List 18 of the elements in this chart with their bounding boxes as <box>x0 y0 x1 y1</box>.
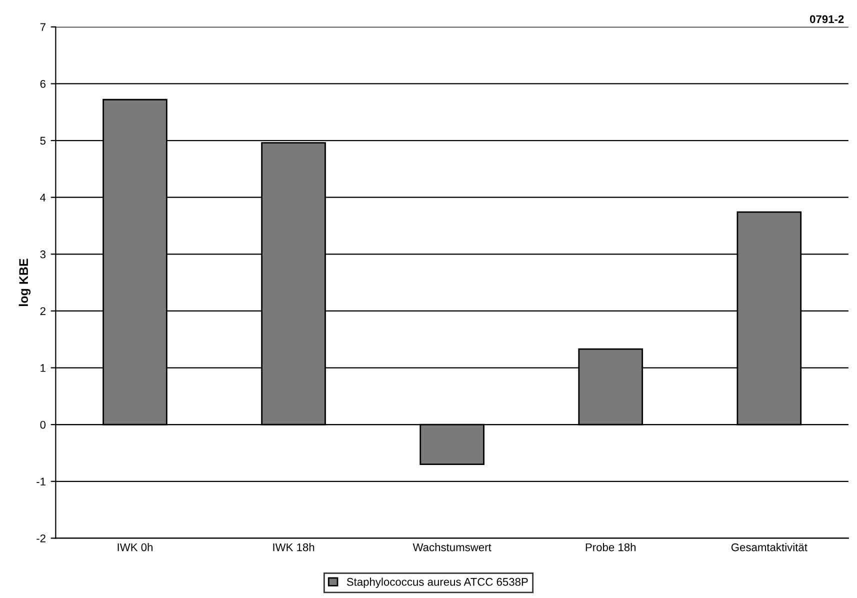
x-tick-label: Wachstumswert <box>412 543 492 552</box>
y-axis-title: log KBE <box>18 258 31 306</box>
legend-label: Staphylococcus aureus ATCC 6538P <box>346 578 528 588</box>
y-tick-label: 1 <box>40 364 46 372</box>
y-tick-label: 4 <box>40 194 46 202</box>
y-tick-label: 3 <box>40 250 46 258</box>
y-tick-label: 5 <box>40 136 46 145</box>
text: 0791-2 <box>810 15 844 24</box>
y-tick-label: 6 <box>40 80 46 88</box>
y-tick-label: 0 <box>40 420 46 429</box>
x-tick-label: IWK 0h <box>118 543 152 552</box>
x-tick-label: Gesamtaktivität <box>731 543 808 552</box>
y-tick-label: 2 <box>40 307 46 315</box>
y-tick-label: -1 <box>36 478 46 486</box>
x-tick-label: Probe 18h <box>586 543 636 552</box>
y-tick-label: -2 <box>36 534 46 542</box>
x-tick-label: IWK 18h <box>273 543 314 552</box>
y-tick-label: 7 <box>40 23 46 31</box>
